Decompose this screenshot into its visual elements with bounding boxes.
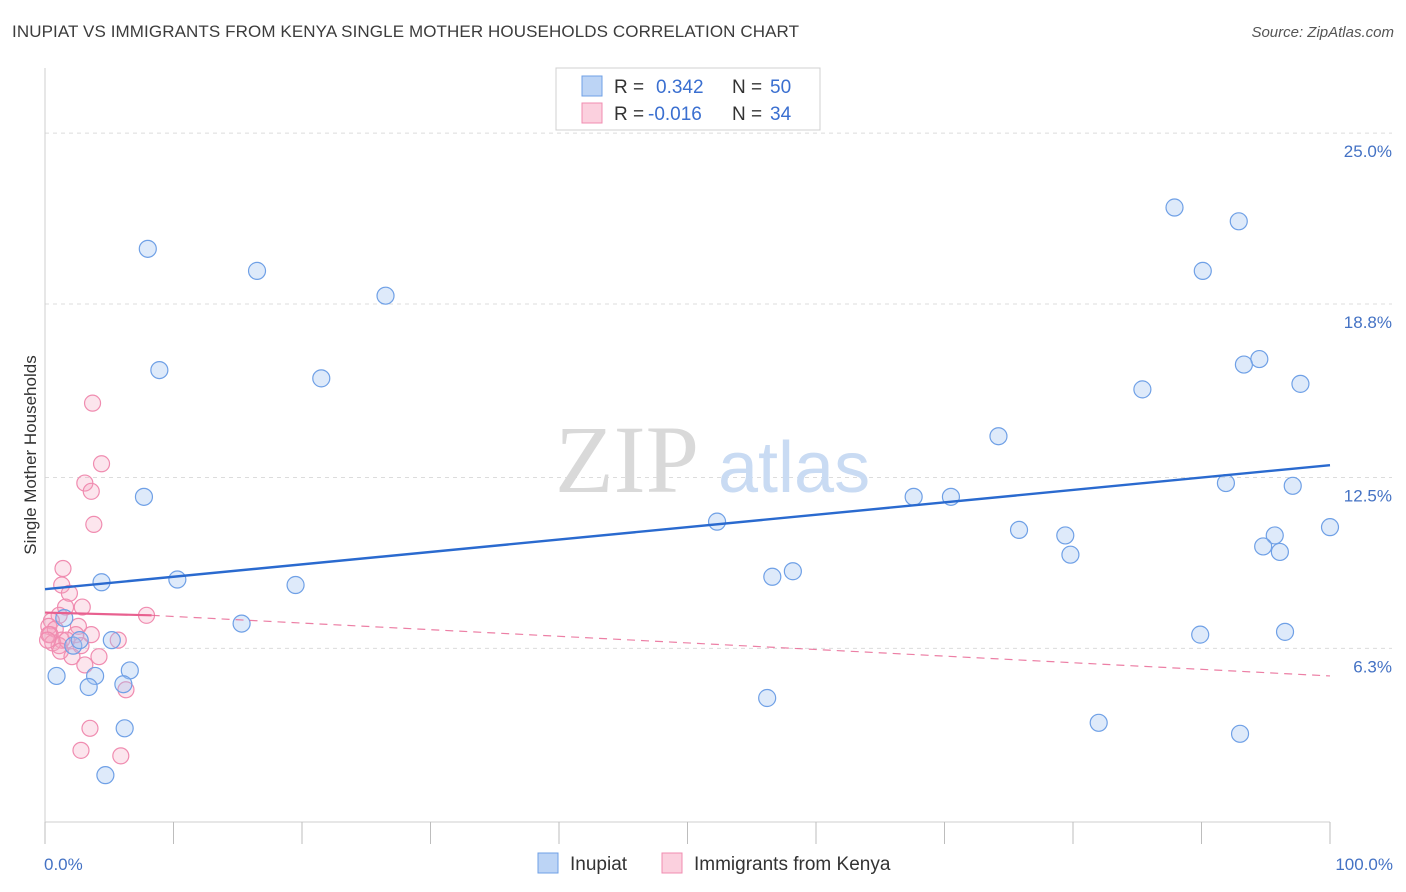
inupiat-point bbox=[247, 261, 267, 280]
inupiat-point bbox=[1191, 625, 1210, 644]
kenya-trend-extension bbox=[151, 614, 1331, 677]
kenya-point bbox=[90, 648, 108, 666]
inupiat-point bbox=[86, 666, 105, 686]
legend-swatch-inupiat bbox=[581, 75, 603, 97]
x-tick-label-max: 100.0% bbox=[1335, 855, 1393, 874]
inupiat-point bbox=[989, 427, 1008, 446]
inupiat-point bbox=[1216, 473, 1236, 493]
kenya-trend-line bbox=[44, 611, 152, 617]
inupiat-point bbox=[1229, 212, 1248, 231]
kenya-point bbox=[112, 747, 130, 765]
inupiat-point bbox=[47, 666, 66, 686]
watermark-atlas: atlas bbox=[718, 428, 870, 508]
kenya-point bbox=[72, 741, 90, 759]
inupiat-point bbox=[1165, 198, 1184, 217]
y-tick-label: 18.8% bbox=[1344, 313, 1392, 332]
inupiat-point bbox=[138, 239, 157, 258]
inupiat-trend-line bbox=[44, 463, 1331, 591]
bottom-swatch-inupiat bbox=[537, 852, 559, 874]
x-tick-label-min: 0.0% bbox=[44, 855, 83, 874]
inupiat-points bbox=[47, 198, 1340, 785]
source-credit: Source: ZipAtlas.com bbox=[1251, 24, 1394, 41]
grid-lines bbox=[45, 132, 1392, 649]
legend-r-value-2: -0.016 bbox=[648, 104, 702, 125]
kenya-point bbox=[117, 681, 135, 699]
kenya-point bbox=[60, 584, 79, 602]
inupiat-point bbox=[1056, 526, 1075, 545]
axes: 6.3% 12.5% 18.8% 25.0% 0.0% 100.0% bbox=[44, 68, 1393, 874]
inupiat-point bbox=[79, 677, 98, 697]
watermark-zip: ZIP bbox=[555, 406, 699, 513]
y-tick-label: 12.5% bbox=[1344, 487, 1392, 506]
y-axis-label: Single Mother Households bbox=[21, 355, 40, 554]
inupiat-point bbox=[758, 688, 777, 708]
kenya-points bbox=[38, 394, 156, 765]
kenya-point bbox=[83, 394, 102, 412]
inupiat-point bbox=[783, 562, 802, 581]
y-tick-label: 25.0% bbox=[1344, 142, 1392, 161]
inupiat-point bbox=[1265, 526, 1284, 545]
inupiat-point bbox=[150, 360, 169, 380]
inupiat-point bbox=[1061, 545, 1080, 564]
legend-swatch-kenya bbox=[581, 102, 603, 124]
legend-n-value-1: 50 bbox=[770, 77, 791, 98]
inupiat-point bbox=[1283, 476, 1302, 495]
inupiat-point bbox=[1009, 520, 1029, 540]
series-legend: Inupiat Immigrants from Kenya bbox=[537, 852, 891, 875]
kenya-point bbox=[82, 482, 100, 500]
kenya-point bbox=[54, 559, 72, 578]
inupiat-point bbox=[1275, 622, 1295, 641]
correlation-legend: R = 0.342 N = 50 R = -0.016 N = 34 bbox=[555, 67, 821, 131]
chart-title: INUPIAT VS IMMIGRANTS FROM KENYA SINGLE … bbox=[12, 22, 800, 41]
kenya-point bbox=[85, 515, 103, 534]
inupiat-point bbox=[102, 631, 121, 650]
kenya-point bbox=[109, 631, 127, 649]
bottom-legend-inupiat: Inupiat bbox=[570, 854, 628, 875]
legend-r-label-1: R = bbox=[614, 77, 644, 98]
inupiat-point bbox=[286, 575, 305, 595]
kenya-point bbox=[92, 455, 111, 473]
inupiat-point bbox=[232, 614, 251, 633]
kenya-point bbox=[82, 626, 100, 644]
inupiat-point bbox=[1254, 537, 1273, 556]
inupiat-point bbox=[707, 512, 727, 531]
legend-r-label-2: R = bbox=[614, 104, 644, 125]
trend-lines bbox=[44, 463, 1331, 677]
inupiat-point bbox=[114, 675, 133, 694]
kenya-point bbox=[76, 656, 94, 674]
inupiat-point bbox=[312, 369, 331, 388]
kenya-point bbox=[38, 631, 57, 649]
inupiat-point bbox=[1234, 355, 1254, 374]
inupiat-point bbox=[70, 631, 89, 650]
bottom-legend-kenya: Immigrants from Kenya bbox=[694, 854, 891, 875]
inupiat-point bbox=[96, 766, 115, 785]
inupiat-point bbox=[1230, 724, 1250, 743]
y-tick-label: 6.3% bbox=[1353, 657, 1392, 676]
kenya-point bbox=[73, 598, 91, 616]
inupiat-point bbox=[115, 719, 134, 738]
inupiat-point bbox=[1270, 542, 1289, 562]
inupiat-point bbox=[134, 487, 154, 506]
inupiat-point bbox=[763, 567, 782, 586]
legend-n-label-1: N = bbox=[732, 77, 762, 98]
legend-n-label-2: N = bbox=[732, 104, 762, 125]
legend-r-value-1: 0.342 bbox=[656, 77, 704, 98]
legend-n-value-2: 34 bbox=[770, 104, 792, 125]
kenya-point bbox=[40, 626, 58, 644]
kenya-point bbox=[81, 719, 99, 737]
inupiat-point bbox=[1320, 518, 1340, 537]
inupiat-point bbox=[168, 570, 187, 589]
bottom-swatch-kenya bbox=[661, 852, 683, 874]
inupiat-point bbox=[1133, 380, 1152, 399]
inupiat-point bbox=[1089, 713, 1108, 732]
inupiat-point bbox=[1193, 261, 1212, 280]
inupiat-point bbox=[1250, 349, 1269, 369]
inupiat-point bbox=[376, 286, 395, 305]
inupiat-point bbox=[1291, 374, 1310, 393]
inupiat-point bbox=[904, 487, 923, 506]
